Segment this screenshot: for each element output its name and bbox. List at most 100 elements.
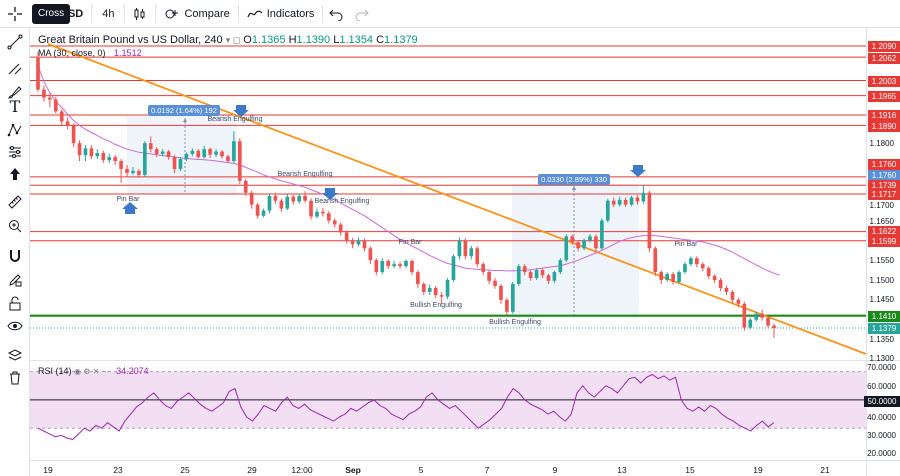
ma-legend[interactable]: MA (30, close, 0) 1.1512 <box>38 48 142 58</box>
chart-area[interactable]: Great Britain Pound vs US Dollar, 240 ▾ … <box>30 28 900 476</box>
legend-settings-icon[interactable]: ▾ ◻ <box>225 35 241 45</box>
legend-low-value: 1.1354 <box>339 34 374 46</box>
chart-canvas[interactable] <box>30 28 900 476</box>
candle <box>273 192 278 204</box>
chart-type-button[interactable] <box>125 0 155 28</box>
candle-body <box>433 287 438 296</box>
candle-body <box>279 200 284 209</box>
rsi-legend[interactable]: RSI (14) ◉ ⚙ ✕ ⋯ 34.2074 <box>38 366 149 376</box>
candle-body <box>487 272 491 281</box>
candle <box>570 234 575 246</box>
annotation-bullish-engulfing-1[interactable]: Bullish Engulfing <box>410 302 462 309</box>
candle <box>243 178 248 196</box>
level-label-10: 1.1622 <box>868 226 900 237</box>
candle-body <box>386 260 391 267</box>
interval-text: 4h <box>102 7 115 20</box>
annotation-bearish-engulfing-3[interactable]: Bearish Engulfing <box>314 198 370 205</box>
candle <box>421 281 426 296</box>
remove-drawings-tool[interactable] <box>5 368 25 388</box>
current-price-label: 1.1379 <box>868 323 900 334</box>
candle <box>356 237 361 247</box>
zoom-tool[interactable] <box>5 216 25 236</box>
level-label-9: 1.1717 <box>868 189 900 200</box>
annotation-bearish-engulfing-2[interactable]: Bearish Engulfing <box>277 171 333 178</box>
measure-label-1[interactable]: 0.0192 (1.64%) 192 <box>148 105 220 116</box>
candle <box>232 131 236 164</box>
candle-body <box>576 242 580 249</box>
candle <box>95 149 100 160</box>
visibility-tool[interactable] <box>5 316 25 336</box>
price-legend[interactable]: Great Britain Pound vs US Dollar, 240 ▾ … <box>38 34 418 46</box>
price-tick-6: 1.1450 <box>869 295 894 304</box>
pattern-tool[interactable] <box>5 120 25 140</box>
candle-body <box>113 157 117 162</box>
crosshair-icon <box>8 6 22 21</box>
candle <box>362 238 367 252</box>
magnet-icon <box>10 250 20 262</box>
prediction-tool[interactable] <box>5 142 25 162</box>
legend-high-label: H <box>288 34 297 46</box>
annotation-bullish-engulfing-2[interactable]: Bullish Engulfing <box>489 319 541 326</box>
candle-body <box>677 272 681 282</box>
candle-body <box>148 143 153 150</box>
measure-label-2[interactable]: 0.0330 (2.89%) 330 <box>538 174 610 185</box>
rsi-legend-settings-icon[interactable]: ◉ ⚙ ✕ ⋯ <box>74 367 110 376</box>
text-tool-icon: T <box>9 96 21 116</box>
text-tool[interactable]: T <box>5 96 25 116</box>
downtrend-line <box>47 43 867 355</box>
ruler-tool[interactable] <box>5 192 25 212</box>
stay-in-drawing-tool[interactable] <box>5 270 25 290</box>
compare-button[interactable]: Compare <box>156 0 237 28</box>
level-label-8: 1.1739 <box>868 180 900 191</box>
candle-body <box>683 264 687 273</box>
candle <box>327 210 331 224</box>
down-arrow-marker[interactable] <box>630 165 646 177</box>
annotation-pin-bar-3[interactable]: Pin Bar <box>674 241 698 248</box>
candle <box>226 154 230 163</box>
candle-body <box>760 313 764 318</box>
up-arrow-marker[interactable] <box>122 202 138 214</box>
candle <box>439 291 444 304</box>
candle <box>475 246 480 268</box>
brush-tool[interactable] <box>5 82 25 102</box>
lock-tool[interactable] <box>5 294 25 314</box>
candle <box>736 297 741 307</box>
pitchfork-tool[interactable] <box>5 58 25 78</box>
undo-button[interactable] <box>323 0 349 28</box>
annotation-pin-bar-2[interactable]: Pin Bar <box>398 239 422 246</box>
annotation-pin-bar-1[interactable]: Pin Bar <box>116 196 140 203</box>
candle-body <box>570 236 575 243</box>
candle-body <box>166 151 171 158</box>
indicators-button[interactable]: Indicators <box>239 0 323 28</box>
candle-body <box>505 299 509 312</box>
candle <box>760 309 764 321</box>
annotation-bearish-engulfing-1[interactable]: Bearish Engulfing <box>207 116 263 123</box>
layers-tool[interactable] <box>5 346 25 366</box>
candle <box>712 274 717 284</box>
crosshair-tool-button[interactable] <box>0 0 30 28</box>
candle-body <box>172 157 177 169</box>
candle-body <box>315 211 319 217</box>
candle <box>754 311 759 322</box>
candle-body <box>107 157 112 161</box>
interval-button[interactable]: 4h <box>92 0 124 28</box>
candle-body <box>689 258 693 265</box>
down-arrow-marker[interactable] <box>322 188 338 200</box>
trend-line-tool[interactable] <box>5 32 25 52</box>
candle <box>303 191 307 203</box>
redo-button[interactable] <box>349 0 375 28</box>
candle <box>237 138 242 185</box>
candle <box>671 272 675 285</box>
brush-icon <box>8 86 22 99</box>
candle <box>291 194 296 205</box>
down-arrow-marker[interactable] <box>233 105 249 117</box>
candle-body <box>202 149 207 158</box>
candle-body <box>285 196 290 209</box>
candle <box>71 123 76 148</box>
arrow-cursor-tool[interactable] <box>5 164 25 184</box>
toolbar-divider <box>322 4 324 23</box>
trash-icon <box>10 371 20 385</box>
candle-body <box>273 195 278 201</box>
candle-body <box>368 248 373 261</box>
magnet-tool[interactable] <box>5 246 25 266</box>
